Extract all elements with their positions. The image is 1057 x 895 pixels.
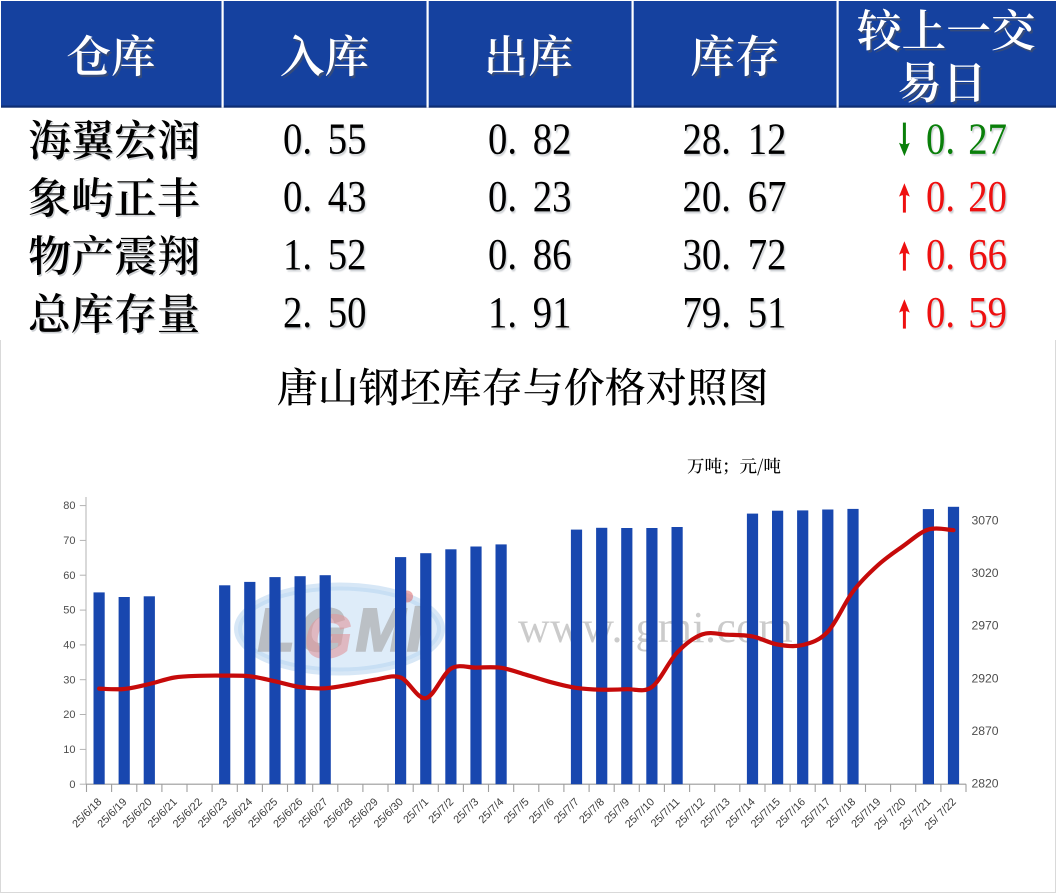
svg-text:60: 60 — [63, 570, 75, 582]
svg-text:0.: 0. — [927, 174, 956, 223]
svg-text:51: 51 — [749, 290, 788, 339]
svg-text:0.: 0. — [489, 116, 518, 165]
svg-text:25/7/7: 25/7/7 — [552, 796, 582, 826]
svg-text:0.: 0. — [926, 288, 955, 337]
svg-text:52: 52 — [329, 232, 368, 281]
svg-text:25/7/5: 25/7/5 — [502, 796, 532, 826]
svg-text:66: 66 — [970, 232, 1009, 281]
svg-text:0.: 0. — [927, 290, 956, 339]
svg-text:82: 82 — [533, 114, 572, 163]
svg-text:0.: 0. — [488, 172, 517, 221]
svg-text:50: 50 — [63, 605, 75, 617]
svg-text:20.: 20. — [683, 172, 731, 221]
svg-text:52: 52 — [328, 230, 367, 279]
svg-text:25/7/3: 25/7/3 — [451, 796, 481, 826]
svg-text:0.: 0. — [283, 114, 312, 163]
svg-text:0.: 0. — [489, 174, 518, 223]
svg-text:25/7/1: 25/7/1 — [401, 796, 431, 826]
svg-text:80: 80 — [63, 500, 75, 512]
svg-text:12: 12 — [748, 114, 787, 163]
svg-text:79.: 79. — [684, 290, 732, 339]
svg-text:23: 23 — [533, 172, 572, 221]
svg-text:28.: 28. — [683, 114, 731, 163]
svg-text:0.: 0. — [926, 114, 955, 163]
svg-text:59: 59 — [970, 290, 1009, 339]
svg-text:20.: 20. — [684, 174, 732, 223]
svg-text:30: 30 — [63, 674, 75, 686]
svg-text:0.: 0. — [488, 230, 517, 279]
svg-text:2820: 2820 — [971, 777, 998, 791]
svg-text:43: 43 — [329, 174, 368, 223]
svg-text:20: 20 — [63, 709, 75, 721]
svg-text:50: 50 — [328, 288, 367, 337]
svg-text:20: 20 — [968, 172, 1007, 221]
svg-text:30.: 30. — [683, 230, 731, 279]
svg-text:0.: 0. — [283, 172, 312, 221]
svg-text:91: 91 — [533, 288, 572, 337]
svg-text:0.: 0. — [284, 116, 313, 165]
svg-text:1.: 1. — [489, 290, 518, 339]
svg-text:1.: 1. — [283, 230, 312, 279]
svg-text:10: 10 — [63, 744, 75, 756]
svg-text:59: 59 — [968, 288, 1007, 337]
svg-text:2920: 2920 — [971, 671, 998, 685]
svg-text:55: 55 — [328, 114, 367, 163]
svg-text:40: 40 — [63, 640, 75, 652]
svg-text:51: 51 — [748, 288, 787, 337]
svg-text:72: 72 — [748, 230, 787, 279]
svg-text:67: 67 — [749, 174, 788, 223]
svg-text:0: 0 — [69, 779, 75, 791]
svg-text:86: 86 — [533, 230, 572, 279]
svg-text:23: 23 — [534, 174, 573, 223]
svg-text:72: 72 — [749, 232, 788, 281]
svg-text:0.: 0. — [926, 230, 955, 279]
svg-text:3020: 3020 — [971, 566, 998, 580]
svg-text:1.: 1. — [284, 232, 313, 281]
svg-text:25/7/2: 25/7/2 — [426, 796, 456, 826]
svg-text:82: 82 — [534, 116, 573, 165]
svg-text:70: 70 — [63, 535, 75, 547]
svg-text:12: 12 — [749, 116, 788, 165]
svg-text:0.: 0. — [927, 232, 956, 281]
svg-text:55: 55 — [329, 116, 368, 165]
svg-text:91: 91 — [534, 290, 573, 339]
svg-text:27: 27 — [970, 116, 1009, 165]
svg-text:30.: 30. — [684, 232, 732, 281]
svg-text:25/7/8: 25/7/8 — [577, 796, 607, 826]
svg-text:25/7/4: 25/7/4 — [477, 796, 507, 826]
svg-text:25/7/6: 25/7/6 — [527, 796, 557, 826]
svg-text:2.: 2. — [284, 290, 313, 339]
svg-text:1.: 1. — [488, 288, 517, 337]
svg-text:20: 20 — [970, 174, 1009, 223]
svg-text:0.: 0. — [489, 232, 518, 281]
svg-text:0.: 0. — [284, 174, 313, 223]
svg-text:0.: 0. — [488, 114, 517, 163]
svg-text:28.: 28. — [684, 116, 732, 165]
svg-text:86: 86 — [534, 232, 573, 281]
svg-text:0.: 0. — [927, 116, 956, 165]
svg-text:2.: 2. — [283, 288, 312, 337]
svg-text:0.: 0. — [926, 172, 955, 221]
svg-text:2970: 2970 — [971, 619, 998, 633]
svg-text:43: 43 — [328, 172, 367, 221]
svg-text:27: 27 — [968, 114, 1007, 163]
svg-text:3070: 3070 — [971, 514, 998, 528]
svg-text:67: 67 — [748, 172, 787, 221]
svg-text:66: 66 — [968, 230, 1007, 279]
svg-text:2870: 2870 — [971, 724, 998, 738]
svg-text:79.: 79. — [683, 288, 731, 337]
svg-text:50: 50 — [329, 290, 368, 339]
